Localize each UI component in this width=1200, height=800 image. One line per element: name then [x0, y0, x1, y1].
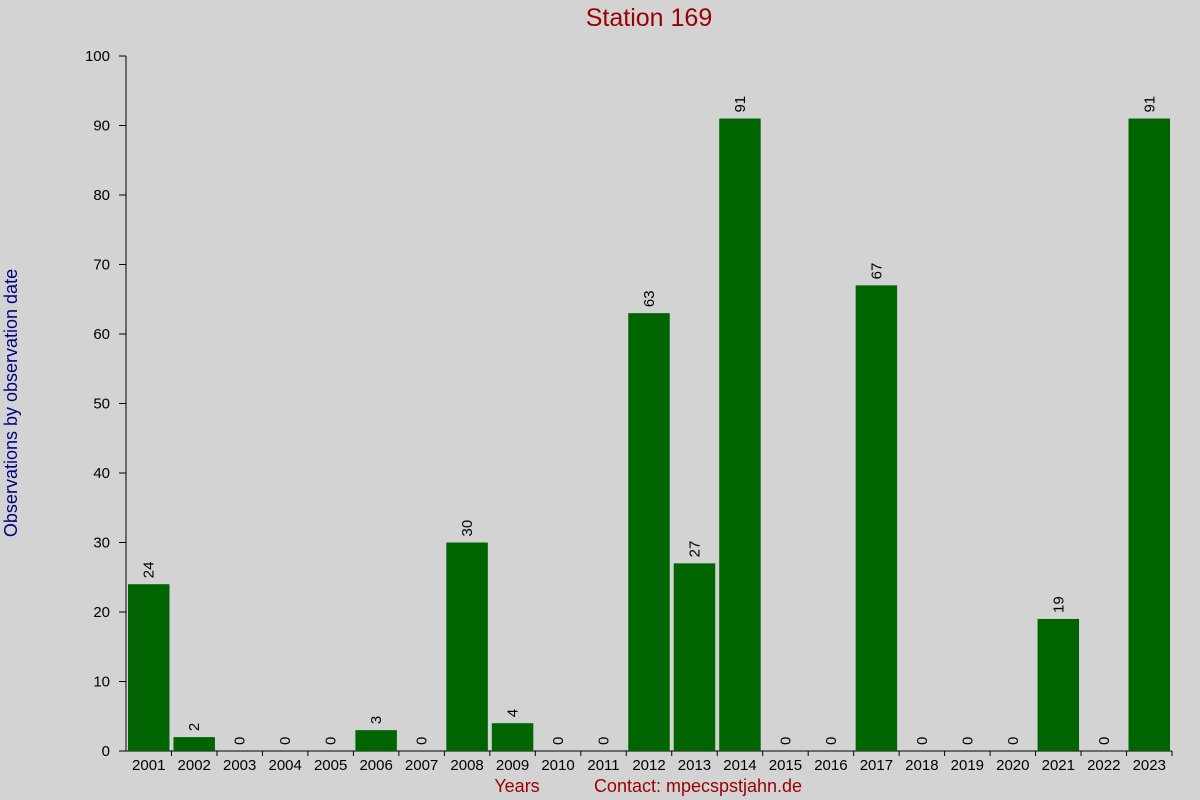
x-tick-label: 2007 — [405, 757, 438, 774]
value-label: 0 — [323, 737, 340, 745]
x-tick-label: 2009 — [496, 757, 529, 774]
bar — [491, 723, 534, 751]
x-tick-label: 2013 — [678, 757, 711, 774]
x-tick-label: 2014 — [723, 757, 756, 774]
x-tick-label: 2018 — [905, 757, 938, 774]
bar — [673, 563, 716, 751]
value-label: 30 — [459, 520, 476, 537]
x-tick-label: 2023 — [1133, 757, 1166, 774]
bar — [1037, 618, 1080, 751]
y-tick-label: 30 — [93, 535, 110, 552]
y-tick-label: 100 — [85, 48, 110, 65]
value-label: 0 — [1005, 737, 1022, 745]
value-label: 24 — [141, 562, 158, 579]
x-tick-label: 2008 — [450, 757, 483, 774]
value-label: 0 — [959, 737, 976, 745]
value-label: 67 — [868, 263, 885, 280]
bar — [355, 730, 397, 751]
value-label: 0 — [777, 737, 794, 745]
x-tick-label: 2015 — [769, 757, 802, 774]
y-tick-label: 70 — [93, 257, 110, 274]
value-label: 2 — [186, 723, 203, 731]
x-axis-label: Years — [494, 776, 539, 796]
y-tick-label: 10 — [93, 674, 110, 691]
x-tick-label: 2019 — [951, 757, 984, 774]
value-label: 19 — [1050, 596, 1067, 613]
value-label: 0 — [914, 737, 931, 745]
x-tick-label: 2001 — [132, 757, 165, 774]
y-axis-label: Observations by observation date — [1, 269, 21, 537]
bar — [628, 313, 670, 751]
chart-title: Station 169 — [586, 4, 713, 32]
x-tick-label: 2012 — [632, 757, 665, 774]
value-label: 3 — [368, 716, 385, 724]
x-tick-label: 2022 — [1087, 757, 1120, 774]
x-tick-label: 2002 — [178, 757, 211, 774]
value-label: 0 — [277, 737, 294, 745]
value-label: 27 — [686, 541, 703, 558]
y-tick-label: 60 — [93, 326, 110, 343]
value-label: 0 — [232, 737, 249, 745]
annotation: Contact: mpecspstjahn.de — [594, 776, 802, 796]
y-tick-label: 20 — [93, 604, 110, 621]
x-tick-label: 2006 — [359, 757, 392, 774]
value-label: 0 — [414, 737, 431, 745]
x-tick-label: 2016 — [814, 757, 847, 774]
value-label: 0 — [1096, 737, 1113, 745]
y-tick-label: 40 — [93, 465, 110, 482]
y-tick-label: 0 — [102, 743, 110, 760]
value-label: 0 — [550, 737, 567, 745]
value-label: 4 — [505, 709, 522, 717]
value-label: 0 — [823, 737, 840, 745]
value-label: 63 — [641, 290, 658, 307]
x-tick-label: 2004 — [268, 757, 301, 774]
x-tick-label: 2005 — [314, 757, 347, 774]
x-tick-label: 2003 — [223, 757, 256, 774]
bar — [446, 542, 488, 751]
bar — [173, 737, 215, 751]
x-tick-label: 2010 — [541, 757, 574, 774]
bar — [855, 285, 898, 751]
x-tick-label: 2011 — [587, 757, 619, 774]
value-label: 91 — [1141, 96, 1158, 113]
y-tick-label: 50 — [93, 396, 110, 413]
bar — [719, 118, 761, 752]
x-tick-label: 2020 — [996, 757, 1029, 774]
bar — [1128, 118, 1170, 752]
bar — [128, 584, 170, 751]
y-tick-label: 90 — [93, 118, 110, 135]
value-label: 91 — [732, 96, 749, 113]
x-tick-label: 2017 — [860, 757, 893, 774]
y-tick-label: 80 — [93, 187, 110, 204]
value-label: 0 — [596, 737, 613, 745]
x-tick-label: 2021 — [1042, 757, 1075, 774]
